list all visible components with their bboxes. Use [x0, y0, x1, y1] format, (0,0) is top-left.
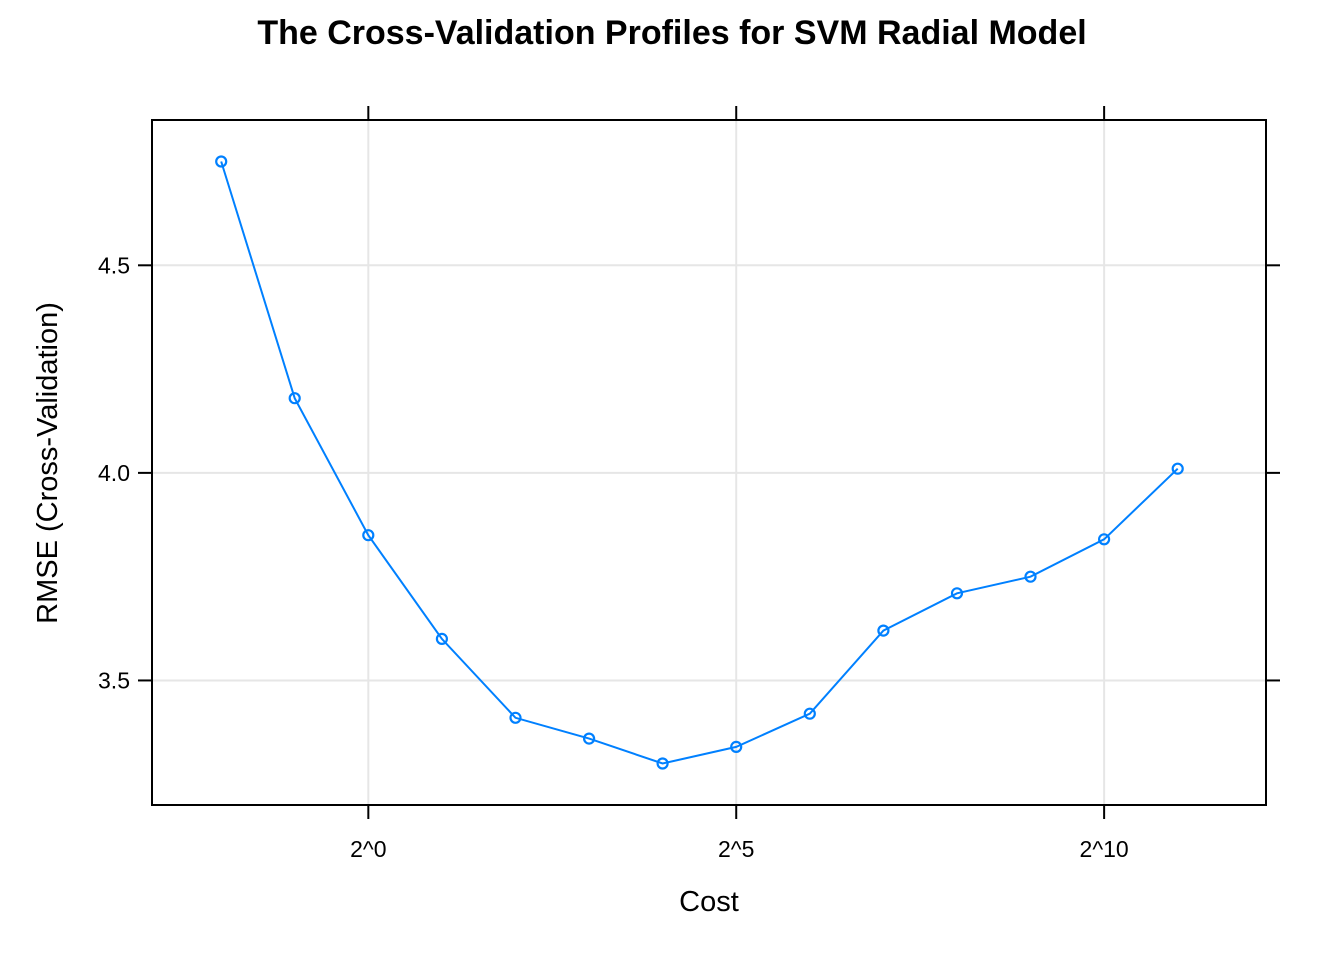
- series-line: [220, 161, 1179, 765]
- data-point: [215, 155, 228, 168]
- data-point: [803, 707, 816, 720]
- x-tick-label: 2^5: [718, 836, 754, 862]
- data-point: [1171, 462, 1184, 475]
- ticks-layer: 2^0 2^5 2^10 3.5 4.0 4.5: [98, 106, 1280, 862]
- x-axis-label: Cost: [679, 886, 739, 918]
- data-point: [582, 732, 596, 745]
- x-tick-label: 2^0: [350, 836, 386, 862]
- data-point: [877, 624, 890, 637]
- x-tick-label: 2^10: [1080, 836, 1129, 862]
- data-point: [950, 587, 964, 600]
- data-point: [1097, 533, 1111, 546]
- chart-title: The Cross-Validation Profiles for SVM Ra…: [257, 14, 1086, 52]
- y-tick-label: 4.5: [98, 252, 130, 278]
- y-tick-label: 4.0: [98, 460, 130, 486]
- plot-frame: [151, 119, 1267, 806]
- data-point: [656, 757, 669, 770]
- data-point: [1024, 570, 1037, 583]
- grid-layer: [152, 120, 1266, 805]
- y-axis-label: RMSE (Cross-Validation): [32, 302, 64, 624]
- data-point: [509, 711, 522, 724]
- y-tick-label: 3.5: [98, 667, 130, 693]
- data-point: [435, 632, 448, 646]
- series-layer: [215, 155, 1184, 770]
- data-point: [288, 392, 301, 405]
- data-point: [730, 740, 743, 754]
- data-point: [362, 529, 375, 542]
